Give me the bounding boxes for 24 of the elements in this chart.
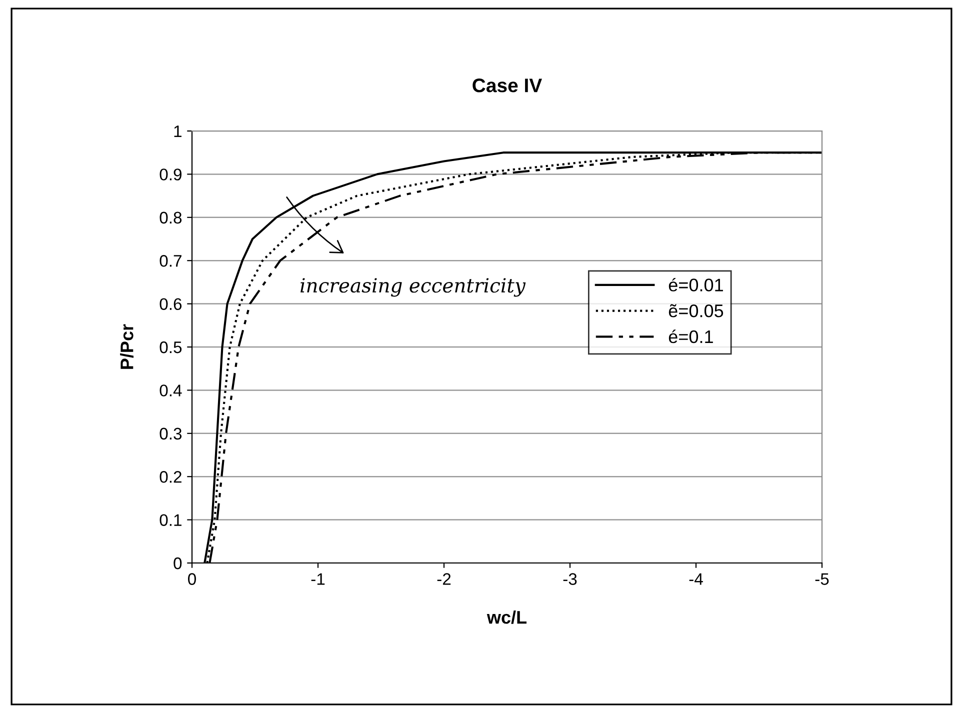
x-tick-label: -4 xyxy=(689,573,703,585)
y-tick-label: 0.8 xyxy=(160,212,182,224)
x-tick-label: -3 xyxy=(563,573,577,585)
y-axis-title: P/Pcr xyxy=(120,324,134,369)
chart-title: Case IV xyxy=(472,78,542,92)
y-tick-label: 0.7 xyxy=(160,255,182,267)
x-tick-label: 0 xyxy=(188,573,196,585)
legend-label: ẽ=0.05 xyxy=(668,304,724,318)
annotation: increasing eccentricity xyxy=(300,278,526,297)
y-tick-label: 0.5 xyxy=(160,341,182,354)
x-tick-label: -2 xyxy=(437,573,451,585)
x-tick-label: -1 xyxy=(311,573,325,585)
legend-label: é=0.01 xyxy=(668,278,723,292)
x-tick-label: -5 xyxy=(815,573,829,585)
y-tick-label: 0.1 xyxy=(160,514,182,526)
x-axis-title: wc/L xyxy=(486,610,527,624)
y-tick-label: 0.6 xyxy=(160,298,182,310)
y-tick-label: 0.2 xyxy=(160,471,182,483)
legend-label: é=0.1 xyxy=(668,330,713,344)
y-tick-label: 0.4 xyxy=(160,384,182,396)
y-tick-label: 0.3 xyxy=(160,428,182,440)
y-tick-label: 0.9 xyxy=(160,168,182,180)
y-tick-label: 0 xyxy=(174,557,182,570)
y-tick-label: 1 xyxy=(174,126,182,138)
